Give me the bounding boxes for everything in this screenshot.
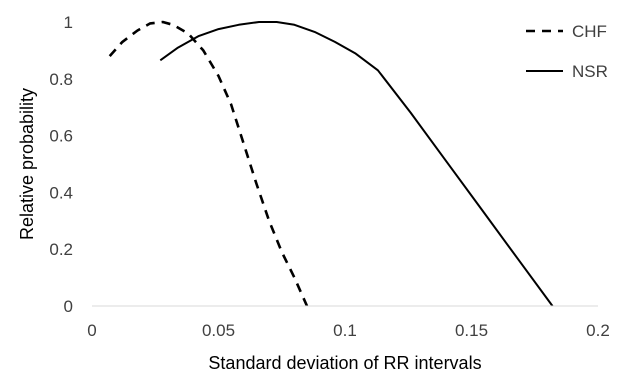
legend-item-nsr: NSR <box>526 62 608 81</box>
y-axis-title: Relative probability <box>17 88 37 240</box>
y-axis-ticks: 0 0.2 0.4 0.6 0.8 1 <box>49 13 73 316</box>
x-tick-label: 0 <box>87 321 96 340</box>
x-axis-title: Standard deviation of RR intervals <box>208 353 481 373</box>
y-tick-label: 1 <box>64 13 73 32</box>
x-tick-label: 0.2 <box>586 321 610 340</box>
legend-label-chf: CHF <box>572 22 607 41</box>
y-tick-label: 0.6 <box>49 127 73 146</box>
legend: CHF NSR <box>526 22 608 81</box>
y-tick-label: 0 <box>64 297 73 316</box>
x-tick-label: 0.05 <box>202 321 235 340</box>
x-axis-ticks: 0 0.05 0.1 0.15 0.2 <box>87 321 610 340</box>
series-line-nsr <box>159 21 554 307</box>
legend-label-nsr: NSR <box>572 62 608 81</box>
y-tick-label: 0.2 <box>49 240 73 259</box>
y-tick-label: 0.8 <box>49 70 73 89</box>
plot-area <box>108 20 554 307</box>
legend-item-chf: CHF <box>526 22 607 41</box>
x-tick-label: 0.1 <box>333 321 357 340</box>
y-tick-label: 0.4 <box>49 183 73 202</box>
x-tick-label: 0.15 <box>455 321 488 340</box>
series-line-chf <box>108 20 309 307</box>
